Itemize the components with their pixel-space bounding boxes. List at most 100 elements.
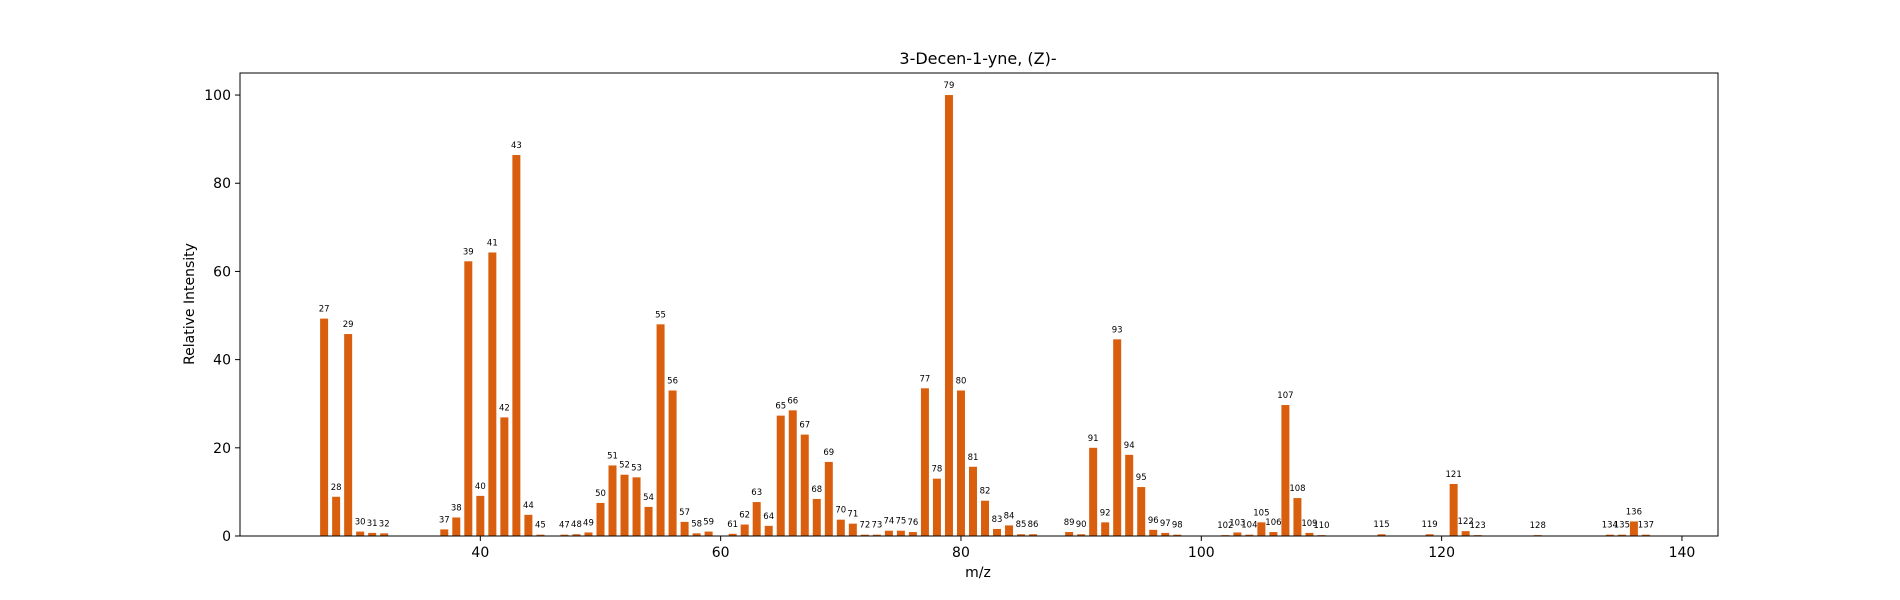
bar-mz-86: [1029, 534, 1038, 536]
data-label-mz-27: 27: [319, 305, 330, 315]
data-label-mz-69: 69: [823, 448, 834, 458]
data-label-mz-64: 64: [763, 512, 774, 522]
bar-mz-28: [332, 496, 341, 536]
bar-mz-74: [884, 530, 893, 536]
data-label-mz-71: 71: [847, 510, 858, 520]
bar-mz-59: [704, 531, 713, 536]
data-label-mz-82: 82: [980, 487, 991, 497]
bar-mz-53: [632, 477, 641, 536]
data-label-mz-43: 43: [511, 141, 522, 151]
bar-mz-106: [1269, 532, 1278, 536]
data-label-mz-106: 106: [1265, 518, 1281, 528]
data-label-mz-94: 94: [1124, 441, 1135, 451]
bar-mz-80: [956, 390, 965, 536]
x-tick-label: 120: [1428, 545, 1455, 561]
bar-mz-47: [560, 534, 569, 536]
bar-mz-76: [908, 532, 917, 536]
bar-mz-44: [524, 514, 533, 536]
data-label-mz-93: 93: [1112, 325, 1123, 335]
x-tick-label: 80: [952, 545, 970, 561]
bar-mz-135: [1617, 534, 1626, 536]
data-label-mz-32: 32: [379, 519, 390, 529]
bar-mz-69: [824, 461, 833, 536]
bar-mz-39: [464, 261, 473, 536]
bar-mz-63: [752, 502, 761, 536]
bar-mz-52: [620, 474, 629, 536]
data-label-mz-59: 59: [703, 518, 714, 528]
bar-mz-43: [512, 155, 521, 536]
data-label-mz-67: 67: [799, 421, 810, 431]
data-label-mz-122: 122: [1458, 517, 1474, 527]
data-label-mz-47: 47: [559, 521, 570, 531]
data-label-mz-45: 45: [535, 521, 546, 531]
bar-mz-93: [1113, 339, 1122, 536]
bar-mz-50: [596, 502, 605, 536]
y-tick-label: 0: [222, 529, 231, 545]
bar-mz-94: [1125, 454, 1134, 536]
bar-mz-51: [608, 465, 617, 536]
data-label-mz-62: 62: [739, 511, 750, 521]
bar-mz-77: [920, 388, 929, 536]
data-label-mz-103: 103: [1229, 518, 1245, 528]
x-tick-label: 100: [1188, 545, 1215, 561]
data-label-mz-79: 79: [944, 81, 955, 91]
bar-mz-83: [993, 528, 1002, 536]
bar-mz-108: [1293, 498, 1302, 536]
bar-mz-27: [320, 318, 329, 536]
data-label-mz-81: 81: [968, 453, 979, 463]
data-label-mz-78: 78: [932, 465, 943, 475]
data-label-mz-85: 85: [1016, 520, 1027, 530]
bar-mz-137: [1641, 534, 1650, 536]
x-tick-label: 60: [712, 545, 730, 561]
bar-mz-122: [1461, 531, 1470, 536]
data-label-mz-91: 91: [1088, 434, 1099, 444]
data-label-mz-52: 52: [619, 461, 630, 471]
data-label-mz-89: 89: [1064, 518, 1075, 528]
bar-mz-38: [452, 517, 461, 536]
data-label-mz-48: 48: [571, 520, 582, 530]
bar-mz-92: [1101, 522, 1110, 536]
data-label-mz-70: 70: [835, 506, 846, 516]
bar-mz-64: [764, 525, 773, 536]
data-label-mz-54: 54: [643, 493, 654, 503]
data-label-mz-72: 72: [859, 521, 870, 531]
data-label-mz-57: 57: [679, 508, 690, 518]
data-label-mz-61: 61: [727, 520, 738, 530]
data-label-mz-137: 137: [1638, 521, 1654, 531]
data-label-mz-73: 73: [871, 521, 882, 531]
data-label-mz-31: 31: [367, 519, 378, 529]
bar-mz-61: [728, 533, 737, 536]
bar-mz-31: [368, 532, 377, 536]
bar-mz-82: [981, 500, 990, 536]
bar-mz-73: [872, 534, 881, 536]
data-label-mz-37: 37: [439, 515, 450, 525]
bar-mz-115: [1377, 534, 1386, 536]
bar-mz-75: [896, 530, 905, 536]
bar-mz-103: [1233, 532, 1242, 536]
y-tick-label: 80: [213, 176, 231, 192]
bar-mz-58: [692, 533, 701, 536]
bar-mz-40: [476, 495, 485, 536]
bar-mz-48: [572, 534, 581, 536]
data-label-mz-123: 123: [1470, 521, 1486, 531]
data-label-mz-107: 107: [1277, 391, 1293, 401]
data-label-mz-95: 95: [1136, 473, 1147, 483]
data-label-mz-49: 49: [583, 518, 594, 528]
bar-mz-70: [836, 519, 845, 536]
bar-mz-121: [1449, 483, 1458, 536]
data-label-mz-40: 40: [475, 482, 486, 492]
data-label-mz-76: 76: [907, 518, 918, 528]
bar-mz-95: [1137, 487, 1146, 536]
bar-mz-68: [812, 498, 821, 536]
data-label-mz-41: 41: [487, 238, 498, 248]
bar-mz-109: [1305, 532, 1314, 536]
plot-frame: [239, 72, 1719, 537]
bar-mz-57: [680, 521, 689, 536]
data-label-mz-84: 84: [1004, 511, 1015, 521]
bar-mz-107: [1281, 405, 1290, 536]
bar-mz-66: [788, 410, 797, 536]
data-label-mz-128: 128: [1530, 521, 1546, 531]
data-label-mz-135: 135: [1614, 521, 1630, 531]
y-tick-label: 60: [213, 264, 231, 280]
